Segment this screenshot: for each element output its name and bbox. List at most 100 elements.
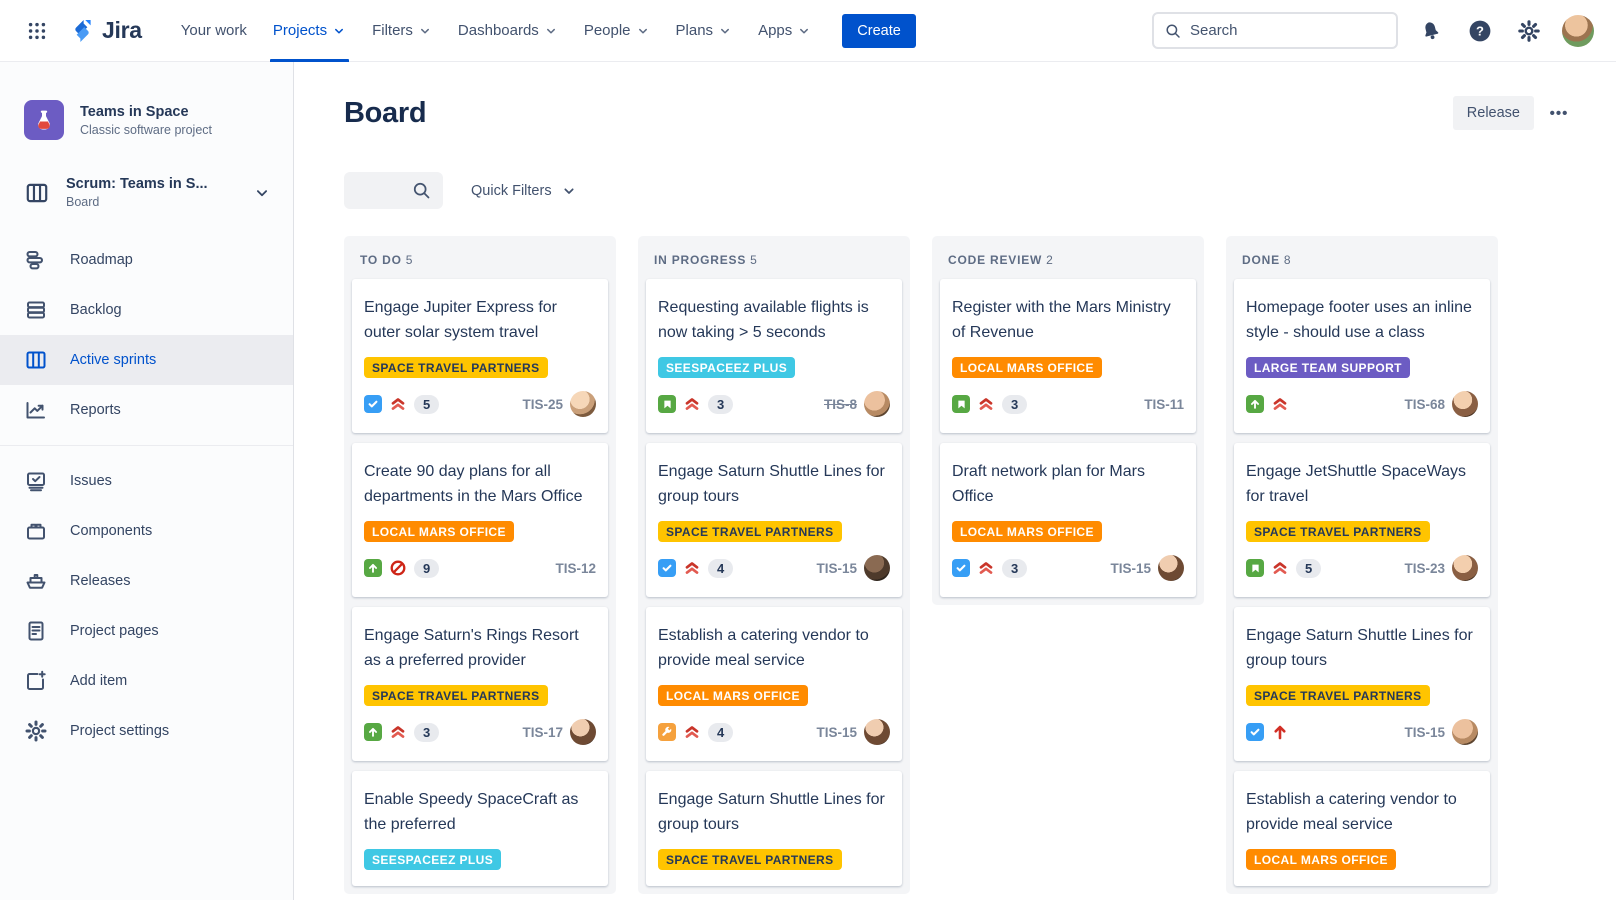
issue-card[interactable]: Establish a catering vendor to provide m…	[646, 607, 902, 761]
help-icon[interactable]: ?	[1464, 15, 1496, 47]
nav-item-your-work[interactable]: Your work	[168, 0, 260, 62]
assignee-avatar[interactable]	[1452, 719, 1478, 745]
assignee-avatar[interactable]	[864, 719, 890, 745]
assignee-avatar[interactable]	[570, 719, 596, 745]
svg-text:?: ?	[1476, 23, 1484, 38]
nav-item-dashboards[interactable]: Dashboards	[445, 0, 571, 62]
issue-card[interactable]: Engage Saturn Shuttle Lines for group to…	[646, 771, 902, 886]
column-header: TO DO 5	[344, 236, 616, 278]
settings-gear-icon[interactable]	[1513, 15, 1545, 47]
issue-card[interactable]: Homepage footer uses an inline style - s…	[1234, 279, 1490, 433]
priority-highest-icon	[1271, 559, 1289, 577]
sidebar-item-project-settings[interactable]: Project settings	[0, 706, 293, 756]
jira-logo[interactable]: Jira	[68, 17, 142, 45]
column-count: 5	[750, 253, 758, 267]
card-title: Establish a catering vendor to provide m…	[658, 627, 869, 669]
priority-blocker-icon	[389, 559, 407, 577]
global-search[interactable]	[1152, 12, 1398, 49]
issue-card[interactable]: Draft network plan for Mars Office LOCAL …	[940, 443, 1196, 597]
issue-key: TIS-15	[816, 724, 857, 740]
issue-key: TIS-15	[1110, 560, 1151, 576]
sidebar-item-releases[interactable]: Releases	[0, 556, 293, 606]
sidebar-item-label: Reports	[70, 402, 121, 418]
assignee-avatar[interactable]	[1158, 555, 1184, 581]
sidebar-item-backlog[interactable]: Backlog	[0, 285, 293, 335]
chevron-down-icon[interactable]	[253, 184, 271, 202]
column-header: CODE REVIEW 2	[932, 236, 1204, 278]
nav-item-label: Projects	[272, 22, 328, 39]
nav-item-projects[interactable]: Projects	[260, 0, 359, 62]
app-switcher-icon[interactable]	[20, 14, 54, 48]
issue-card[interactable]: Engage Jupiter Express for outer solar s…	[352, 279, 608, 433]
assignee-avatar[interactable]	[1452, 555, 1478, 581]
search-input[interactable]	[1190, 22, 1386, 39]
nav-item-apps[interactable]: Apps	[745, 0, 824, 62]
issue-key: TIS-68	[1404, 396, 1445, 412]
board-search-input[interactable]	[344, 172, 443, 209]
card-list: Homepage footer uses an inline style - s…	[1226, 278, 1498, 886]
sidebar-item-roadmap[interactable]: Roadmap	[0, 235, 293, 285]
create-button[interactable]: Create	[842, 13, 916, 48]
issue-card[interactable]: Enable Speedy SpaceCraft as the preferre…	[352, 771, 608, 886]
board-more-button[interactable]: •••	[1542, 96, 1576, 130]
release-button[interactable]: Release	[1452, 96, 1534, 130]
page-title: Board	[344, 96, 427, 129]
card-label: SEESPACEEZ PLUS	[658, 357, 796, 378]
issue-card[interactable]: Engage Saturn's Rings Resort as a prefer…	[352, 607, 608, 761]
user-avatar[interactable]	[1562, 14, 1594, 47]
card-label: LOCAL MARS OFFICE	[1246, 849, 1396, 870]
card-label: SPACE TRAVEL PARTNERS	[364, 685, 548, 706]
sidebar-item-project-pages[interactable]: Project pages	[0, 606, 293, 656]
card-meta-row: 5 TIS-25	[364, 391, 596, 417]
sidebar-item-issues[interactable]: Issues	[0, 456, 293, 506]
issue-card[interactable]: Register with the Mars Ministry of Reven…	[940, 279, 1196, 433]
issue-card[interactable]: Create 90 day plans for all departments …	[352, 443, 608, 597]
card-label: LOCAL MARS OFFICE	[658, 685, 808, 706]
project-header: Teams in Space Classic software project	[0, 100, 293, 140]
column-name: IN PROGRESS	[654, 253, 747, 267]
priority-highest-icon	[683, 559, 701, 577]
card-meta-row: 4 TIS-15	[658, 719, 890, 745]
quick-filters-dropdown[interactable]: Quick Filters	[471, 183, 577, 199]
notifications-bell-icon[interactable]	[1415, 15, 1447, 47]
releases-icon	[24, 569, 48, 593]
card-label: SPACE TRAVEL PARTNERS	[1246, 685, 1430, 706]
sidebar-item-components[interactable]: Components	[0, 506, 293, 556]
sidebar-item-add-item[interactable]: Add item	[0, 656, 293, 706]
board-selector[interactable]: Scrum: Teams in S... Board	[0, 176, 293, 209]
card-label: SEESPACEEZ PLUS	[364, 849, 502, 870]
nav-item-plans[interactable]: Plans	[663, 0, 746, 62]
backlog-icon	[24, 298, 48, 322]
issue-card[interactable]: Engage Saturn Shuttle Lines for group to…	[1234, 607, 1490, 761]
issue-key: TIS-15	[1404, 724, 1445, 740]
sidebar-item-active-sprints[interactable]: Active sprints	[0, 335, 293, 385]
issue-card[interactable]: Engage JetShuttle SpaceWays for travel SP…	[1234, 443, 1490, 597]
assignee-avatar[interactable]	[570, 391, 596, 417]
issue-type-improvement-icon	[364, 723, 382, 741]
nav-item-filters[interactable]: Filters	[359, 0, 445, 62]
sidebar-item-reports[interactable]: Reports	[0, 385, 293, 435]
column-in-progress: IN PROGRESS 5 Requesting available flights…	[638, 236, 910, 894]
issue-card[interactable]: Engage Saturn Shuttle Lines for group to…	[646, 443, 902, 597]
priority-highest-icon	[977, 395, 995, 413]
card-meta-row: 3 TIS-17	[364, 719, 596, 745]
column-code-review: CODE REVIEW 2 Register with the Mars Minis…	[932, 236, 1204, 605]
issue-key: TIS-8	[823, 396, 857, 412]
issue-card[interactable]: Establish a catering vendor to provide m…	[1234, 771, 1490, 886]
card-title: Create 90 day plans for all departments …	[364, 463, 583, 505]
assignee-avatar[interactable]	[864, 555, 890, 581]
assignee-avatar[interactable]	[864, 391, 890, 417]
project-title-block[interactable]: Teams in Space Classic software project	[80, 104, 212, 137]
issue-key: TIS-25	[522, 396, 563, 412]
nav-item-label: Filters	[372, 22, 413, 39]
card-title: Engage Saturn's Rings Resort as a prefer…	[364, 627, 579, 669]
assignee-avatar[interactable]	[1452, 391, 1478, 417]
issue-card[interactable]: Requesting available flights is now taki…	[646, 279, 902, 433]
nav-item-people[interactable]: People	[571, 0, 663, 62]
chevron-down-icon	[797, 24, 811, 38]
issue-type-improvement-icon	[364, 559, 382, 577]
card-label: SPACE TRAVEL PARTNERS	[658, 521, 842, 542]
issue-type-maintenance-icon	[658, 723, 676, 741]
column-name: DONE	[1242, 253, 1280, 267]
sidebar-menu: Roadmap Backlog Active sprints Reports Issue…	[0, 235, 293, 756]
